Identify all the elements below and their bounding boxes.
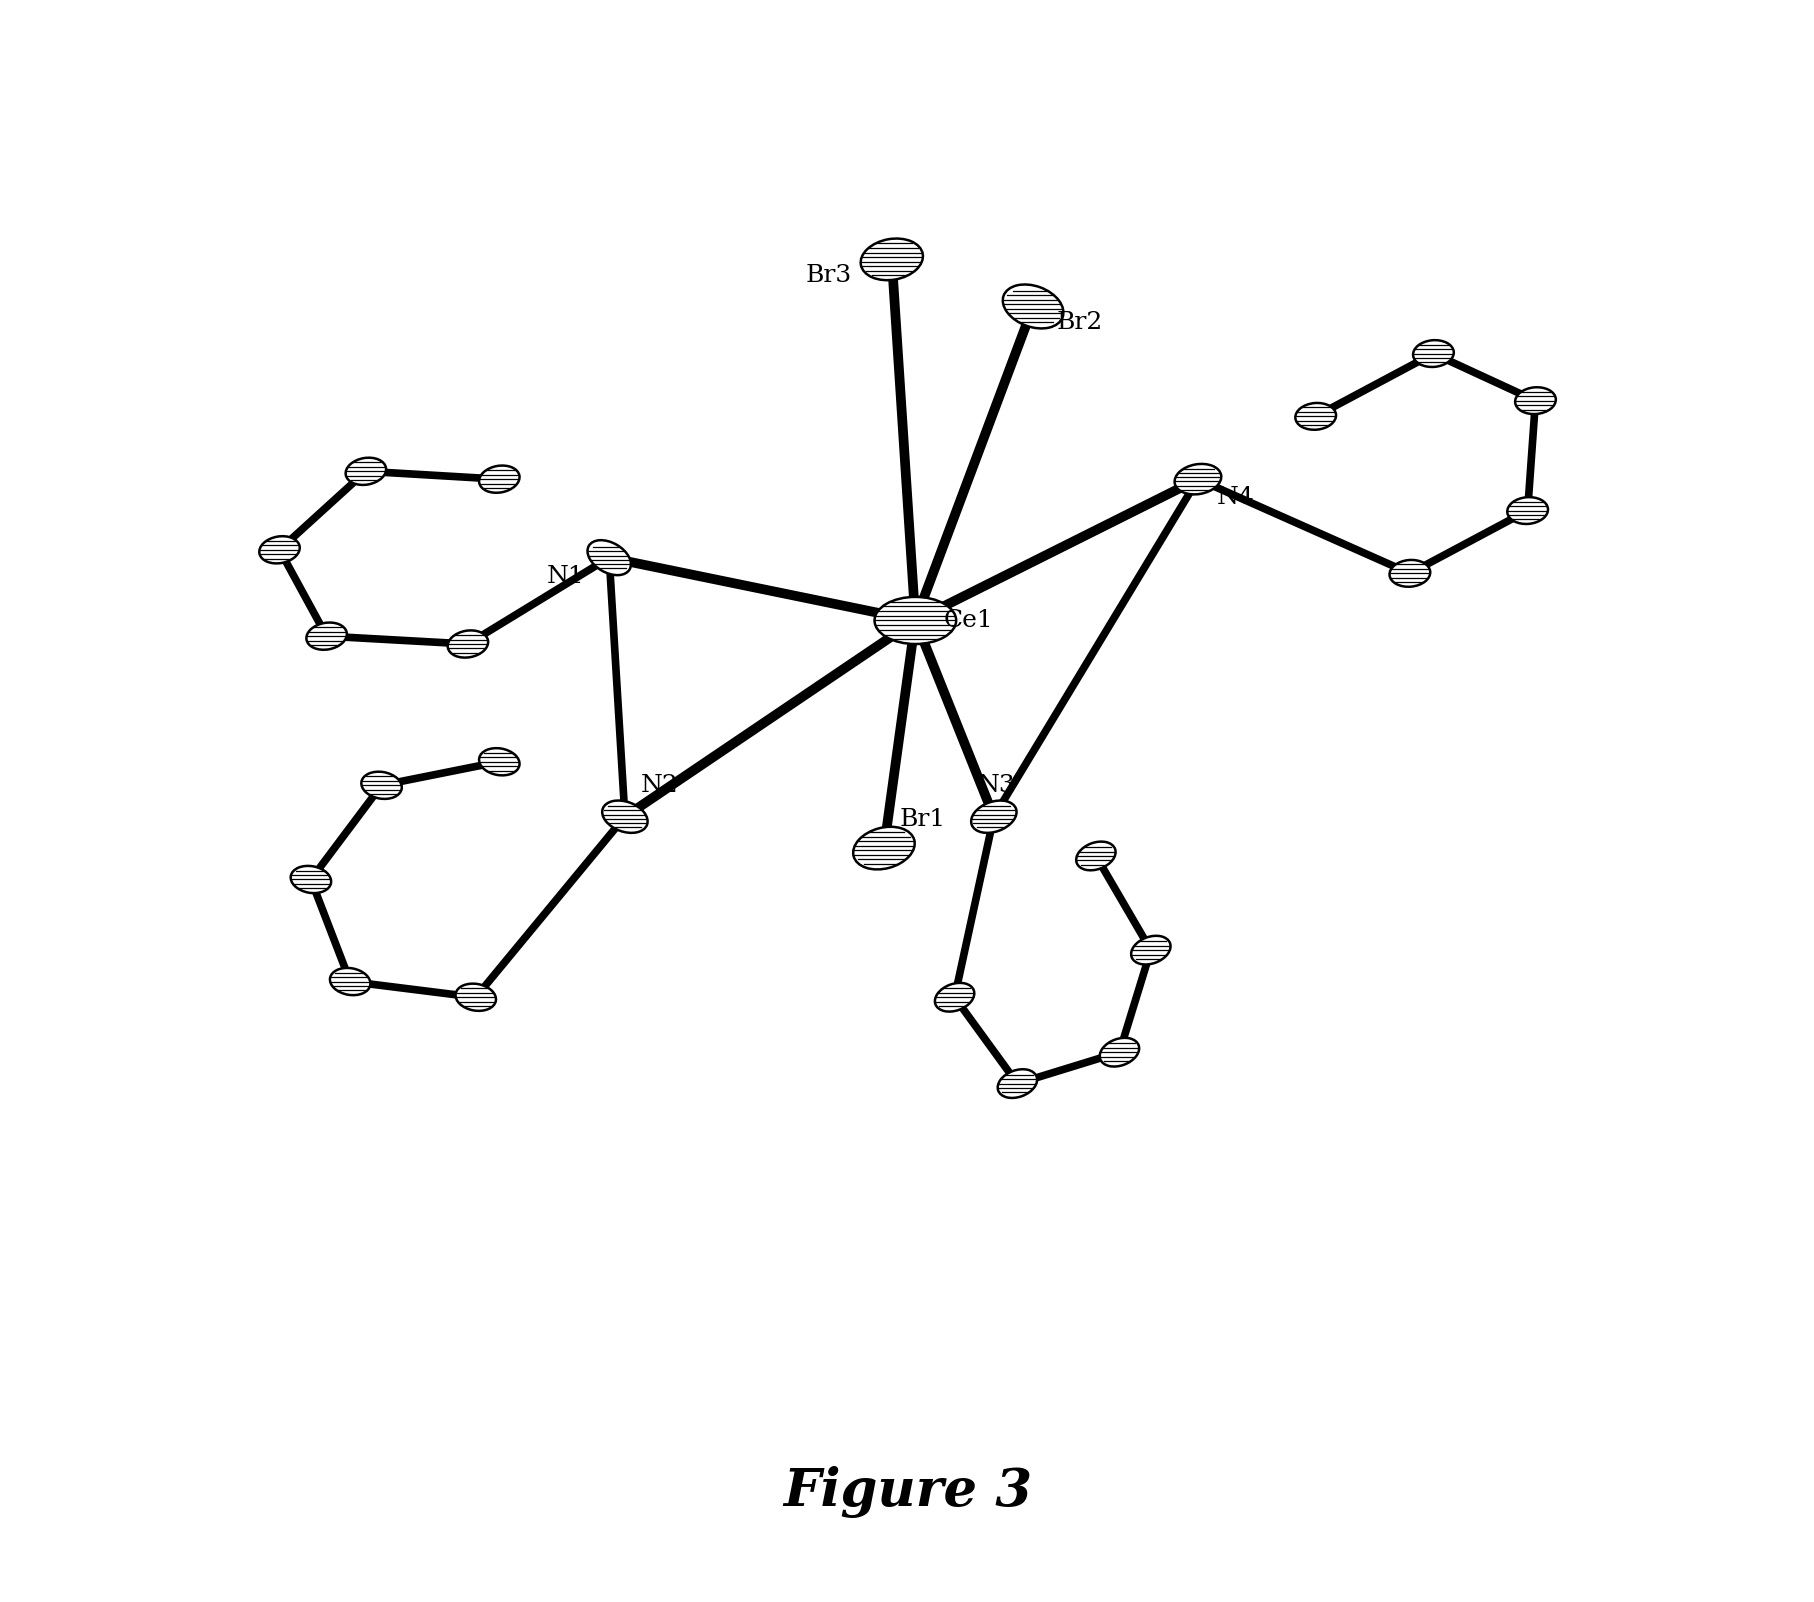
- Ellipse shape: [934, 984, 974, 1011]
- Ellipse shape: [455, 984, 495, 1011]
- Ellipse shape: [1130, 936, 1170, 964]
- Ellipse shape: [970, 801, 1016, 833]
- Ellipse shape: [479, 466, 519, 493]
- Ellipse shape: [1076, 841, 1116, 870]
- Text: N3: N3: [978, 774, 1016, 796]
- Ellipse shape: [1174, 465, 1221, 495]
- Ellipse shape: [853, 827, 914, 870]
- Text: Figure 3: Figure 3: [782, 1466, 1032, 1517]
- Ellipse shape: [1099, 1038, 1139, 1067]
- Ellipse shape: [479, 748, 519, 775]
- Ellipse shape: [448, 631, 488, 657]
- Ellipse shape: [970, 801, 1016, 833]
- Ellipse shape: [998, 1069, 1036, 1097]
- Ellipse shape: [860, 239, 922, 280]
- Ellipse shape: [1506, 497, 1547, 524]
- Text: Ce1: Ce1: [943, 609, 992, 631]
- Ellipse shape: [307, 623, 346, 650]
- Ellipse shape: [1130, 936, 1170, 964]
- Ellipse shape: [259, 537, 299, 564]
- Ellipse shape: [1001, 285, 1063, 328]
- Ellipse shape: [874, 598, 956, 644]
- Ellipse shape: [1413, 340, 1453, 367]
- Ellipse shape: [602, 801, 648, 833]
- Ellipse shape: [588, 540, 631, 575]
- Text: N4: N4: [1215, 487, 1253, 509]
- Ellipse shape: [1390, 561, 1429, 586]
- Text: N1: N1: [546, 566, 584, 588]
- Text: Br2: Br2: [1056, 311, 1103, 333]
- Text: Br3: Br3: [805, 264, 851, 287]
- Ellipse shape: [455, 984, 495, 1011]
- Ellipse shape: [1295, 404, 1335, 429]
- Ellipse shape: [1174, 465, 1221, 495]
- Ellipse shape: [361, 772, 401, 799]
- Ellipse shape: [479, 466, 519, 493]
- Text: N2: N2: [640, 774, 678, 796]
- Ellipse shape: [1099, 1038, 1139, 1067]
- Ellipse shape: [602, 801, 648, 833]
- Ellipse shape: [934, 984, 974, 1011]
- Ellipse shape: [860, 239, 922, 280]
- Ellipse shape: [1076, 841, 1116, 870]
- Ellipse shape: [853, 827, 914, 870]
- Ellipse shape: [330, 968, 370, 995]
- Ellipse shape: [1295, 404, 1335, 429]
- Ellipse shape: [290, 867, 330, 892]
- Ellipse shape: [479, 748, 519, 775]
- Ellipse shape: [1001, 285, 1063, 328]
- Ellipse shape: [1390, 561, 1429, 586]
- Ellipse shape: [330, 968, 370, 995]
- Ellipse shape: [1515, 388, 1555, 413]
- Ellipse shape: [588, 540, 631, 575]
- Ellipse shape: [345, 458, 386, 485]
- Ellipse shape: [448, 631, 488, 657]
- Ellipse shape: [307, 623, 346, 650]
- Text: Br1: Br1: [900, 809, 945, 831]
- Ellipse shape: [361, 772, 401, 799]
- Ellipse shape: [998, 1069, 1036, 1097]
- Ellipse shape: [345, 458, 386, 485]
- Ellipse shape: [1515, 388, 1555, 413]
- Ellipse shape: [259, 537, 299, 564]
- Ellipse shape: [1413, 340, 1453, 367]
- Ellipse shape: [874, 598, 956, 644]
- Ellipse shape: [1506, 497, 1547, 524]
- Ellipse shape: [290, 867, 330, 892]
